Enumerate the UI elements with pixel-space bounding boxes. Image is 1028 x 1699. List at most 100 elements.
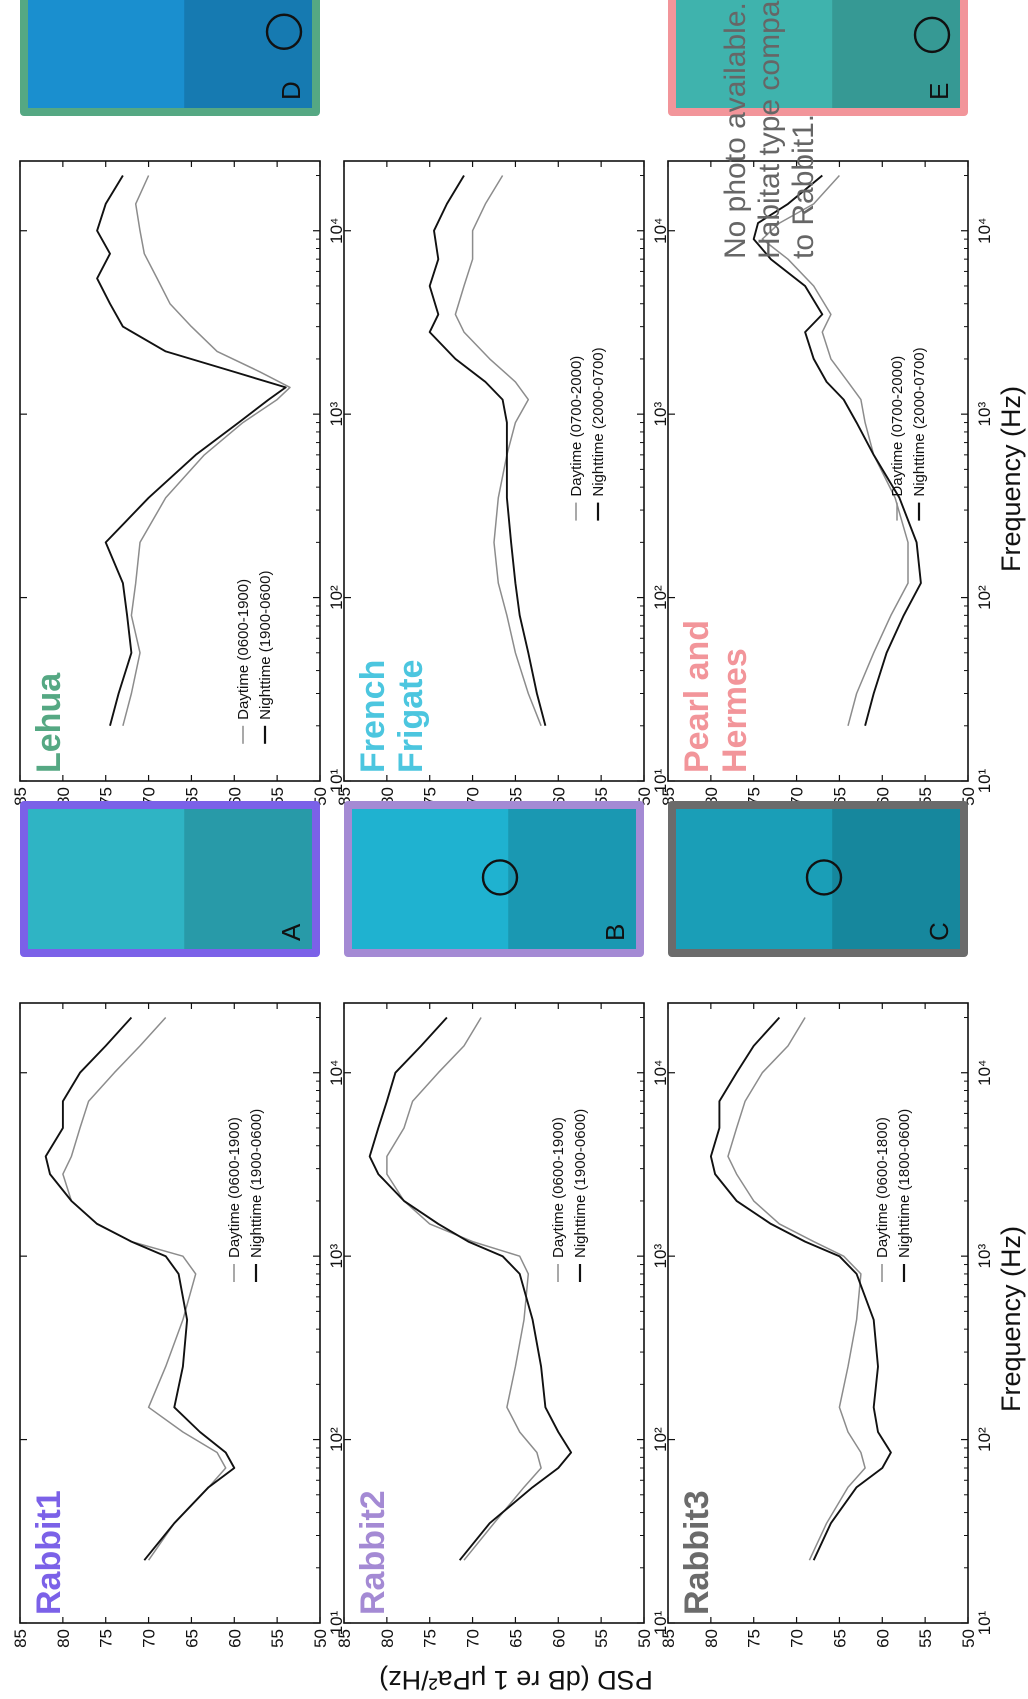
instrument-circle-marker [481, 859, 519, 896]
y-tick-label: 60 [225, 1629, 244, 1648]
series-line-daytime [761, 174, 909, 726]
legend-entry: Daytime (0600-1900) [235, 579, 252, 720]
x-tick-label: 10¹ [975, 1610, 994, 1635]
x-tick-label: 10² [651, 585, 670, 610]
x-tick-label: 10² [327, 1427, 346, 1452]
y-tick-label: 60 [549, 1629, 568, 1648]
y-tick-label: 85 [335, 1629, 354, 1648]
y-tick-label: 65 [506, 1629, 525, 1648]
x-tick-label: 10⁴ [327, 218, 346, 244]
series-line-daytime [122, 175, 291, 726]
y-tick-label: 50 [635, 1629, 654, 1648]
x-tick-label: 10³ [327, 402, 346, 427]
instrument-circle-marker [805, 859, 843, 896]
site-photo: D [20, 0, 320, 116]
x-tick-label: 10⁴ [651, 1060, 670, 1086]
legend-entry: Daytime (0600-1800) [874, 1117, 891, 1258]
plot-frame [667, 160, 969, 782]
legend-entry: Daytime (0600-1900) [550, 1117, 567, 1258]
no-photo-line-2: Habitat type comparable [753, 0, 786, 259]
x-tick-label: 10¹ [651, 1610, 670, 1635]
y-tick-label: 55 [916, 1629, 935, 1648]
charts-layer: 85 80 75 70 65 60 55 5010¹10²10³10⁴Rabbit1Dayti… [11, 160, 994, 1648]
y-tick-label: 85 [11, 1629, 30, 1648]
site-photo: A [20, 801, 320, 957]
y-tick-label: 75 [97, 1629, 116, 1648]
photo-letter: A [276, 923, 306, 941]
no-photo-note: No photo available. Habitat type compara… [719, 0, 820, 259]
plot-frame [667, 1002, 969, 1624]
no-photo-line-3: to Rabbit1. [787, 114, 820, 259]
legend-entry: Nighttime (1900-0600) [248, 1109, 265, 1258]
instrument-circle-marker [913, 16, 951, 54]
photo-seafloor [184, 0, 312, 108]
plot-frame [19, 1002, 321, 1624]
photo-image [28, 809, 312, 949]
x-tick-label: 10³ [651, 402, 670, 427]
photo-image [676, 809, 960, 949]
x-tick-label: 10³ [327, 1244, 346, 1269]
y-tick-label: 60 [873, 1629, 892, 1648]
chart-title: Lehua [30, 672, 68, 773]
x-tick-label: 10³ [975, 402, 994, 427]
x-tick-label: 10³ [975, 1244, 994, 1269]
legend-entry: Nighttime (2000-0700) [911, 347, 928, 496]
photo-seafloor [832, 809, 961, 949]
series-line-nighttime [368, 1016, 573, 1561]
y-tick-label: 75 [745, 1629, 764, 1648]
y-axis-label: PSD (dB re 1 μPa²/Hz) [379, 1665, 653, 1695]
chart-title: French [354, 660, 392, 773]
y-tick-label: 70 [140, 1629, 159, 1648]
photo-image [676, 0, 960, 108]
x-tick-label: 10² [651, 1427, 670, 1452]
legend-entry: Nighttime (1800-0600) [896, 1109, 913, 1258]
chart-title: Rabbit1 [30, 1490, 68, 1615]
series-line-daytime [62, 1016, 227, 1561]
x-tick-label: 10¹ [327, 1610, 346, 1635]
series-line-daytime [454, 175, 542, 727]
legend-entry: Daytime (0600-1900) [226, 1117, 243, 1258]
plot-frame [343, 1002, 645, 1624]
chart-title: Rabbit2 [354, 1490, 392, 1615]
chart-title: Rabbit3 [678, 1490, 716, 1615]
series-line-nighttime [96, 175, 287, 727]
series-line-nighttime [752, 174, 922, 727]
y-tick-label: 65 [830, 1629, 849, 1648]
chart-title: Hermes [716, 648, 754, 773]
photo-seafloor [832, 0, 961, 108]
plot-frame [343, 160, 645, 782]
x-axis-label-left: Frequency (Hz) [996, 1226, 1026, 1412]
x-tick-label: 10² [327, 585, 346, 610]
y-tick-label: 55 [592, 1629, 611, 1648]
photo-image [28, 0, 312, 108]
legend-entry: Daytime (0700-2000) [889, 356, 906, 497]
x-tick-label: 10⁴ [975, 1060, 994, 1086]
chart-title: Pearl and [678, 620, 716, 773]
site-photo: C [668, 801, 968, 957]
y-tick-label: 70 [464, 1629, 483, 1648]
site-photo: B [344, 801, 644, 957]
photos-layer: A B C D E [20, 0, 968, 957]
legend-entry: Nighttime (1900-0600) [572, 1109, 589, 1258]
y-tick-label: 70 [788, 1629, 807, 1648]
legend-entry: Nighttime (1900-0600) [257, 571, 274, 720]
x-axis-label-right: Frequency (Hz) [996, 386, 1026, 572]
x-tick-label: 10¹ [975, 768, 994, 793]
instrument-circle-marker [265, 13, 303, 50]
y-tick-label: 80 [54, 1629, 73, 1648]
legend-entry: Nighttime (2000-0700) [590, 347, 607, 496]
y-tick-label: 65 [182, 1629, 201, 1648]
y-tick-label: 75 [421, 1629, 440, 1648]
x-tick-label: 10¹ [651, 768, 670, 793]
legend-entry: Daytime (0700-2000) [568, 356, 585, 497]
x-tick-label: 10² [975, 1427, 994, 1452]
series-line-nighttime [709, 1016, 892, 1561]
y-tick-label: 50 [311, 1629, 330, 1648]
y-tick-label: 80 [702, 1629, 721, 1648]
chart-title: Frigate [392, 660, 430, 773]
y-tick-label: 85 [659, 1629, 678, 1648]
